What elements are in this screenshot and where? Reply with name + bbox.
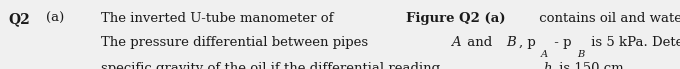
Text: h: h [544,62,552,69]
Text: A: A [451,36,460,49]
Text: and: and [463,36,496,49]
Text: The inverted U-tube manometer of: The inverted U-tube manometer of [101,12,337,25]
Text: , p: , p [519,36,536,49]
Text: The pressure differential between pipes: The pressure differential between pipes [101,36,372,49]
Text: (a): (a) [46,12,65,25]
Text: is 5 kPa. Determine the: is 5 kPa. Determine the [587,36,680,49]
Text: is 150 cm.: is 150 cm. [555,62,628,69]
Text: - p: - p [550,36,571,49]
Text: specific gravity of the oil if the differential reading: specific gravity of the oil if the diffe… [101,62,444,69]
Text: B: B [507,36,516,49]
Text: Figure Q2 (a): Figure Q2 (a) [406,12,506,25]
Text: contains oil and water as shown.: contains oil and water as shown. [534,12,680,25]
Text: B: B [577,50,585,59]
Text: A: A [541,50,548,59]
Text: Q2: Q2 [8,12,30,26]
